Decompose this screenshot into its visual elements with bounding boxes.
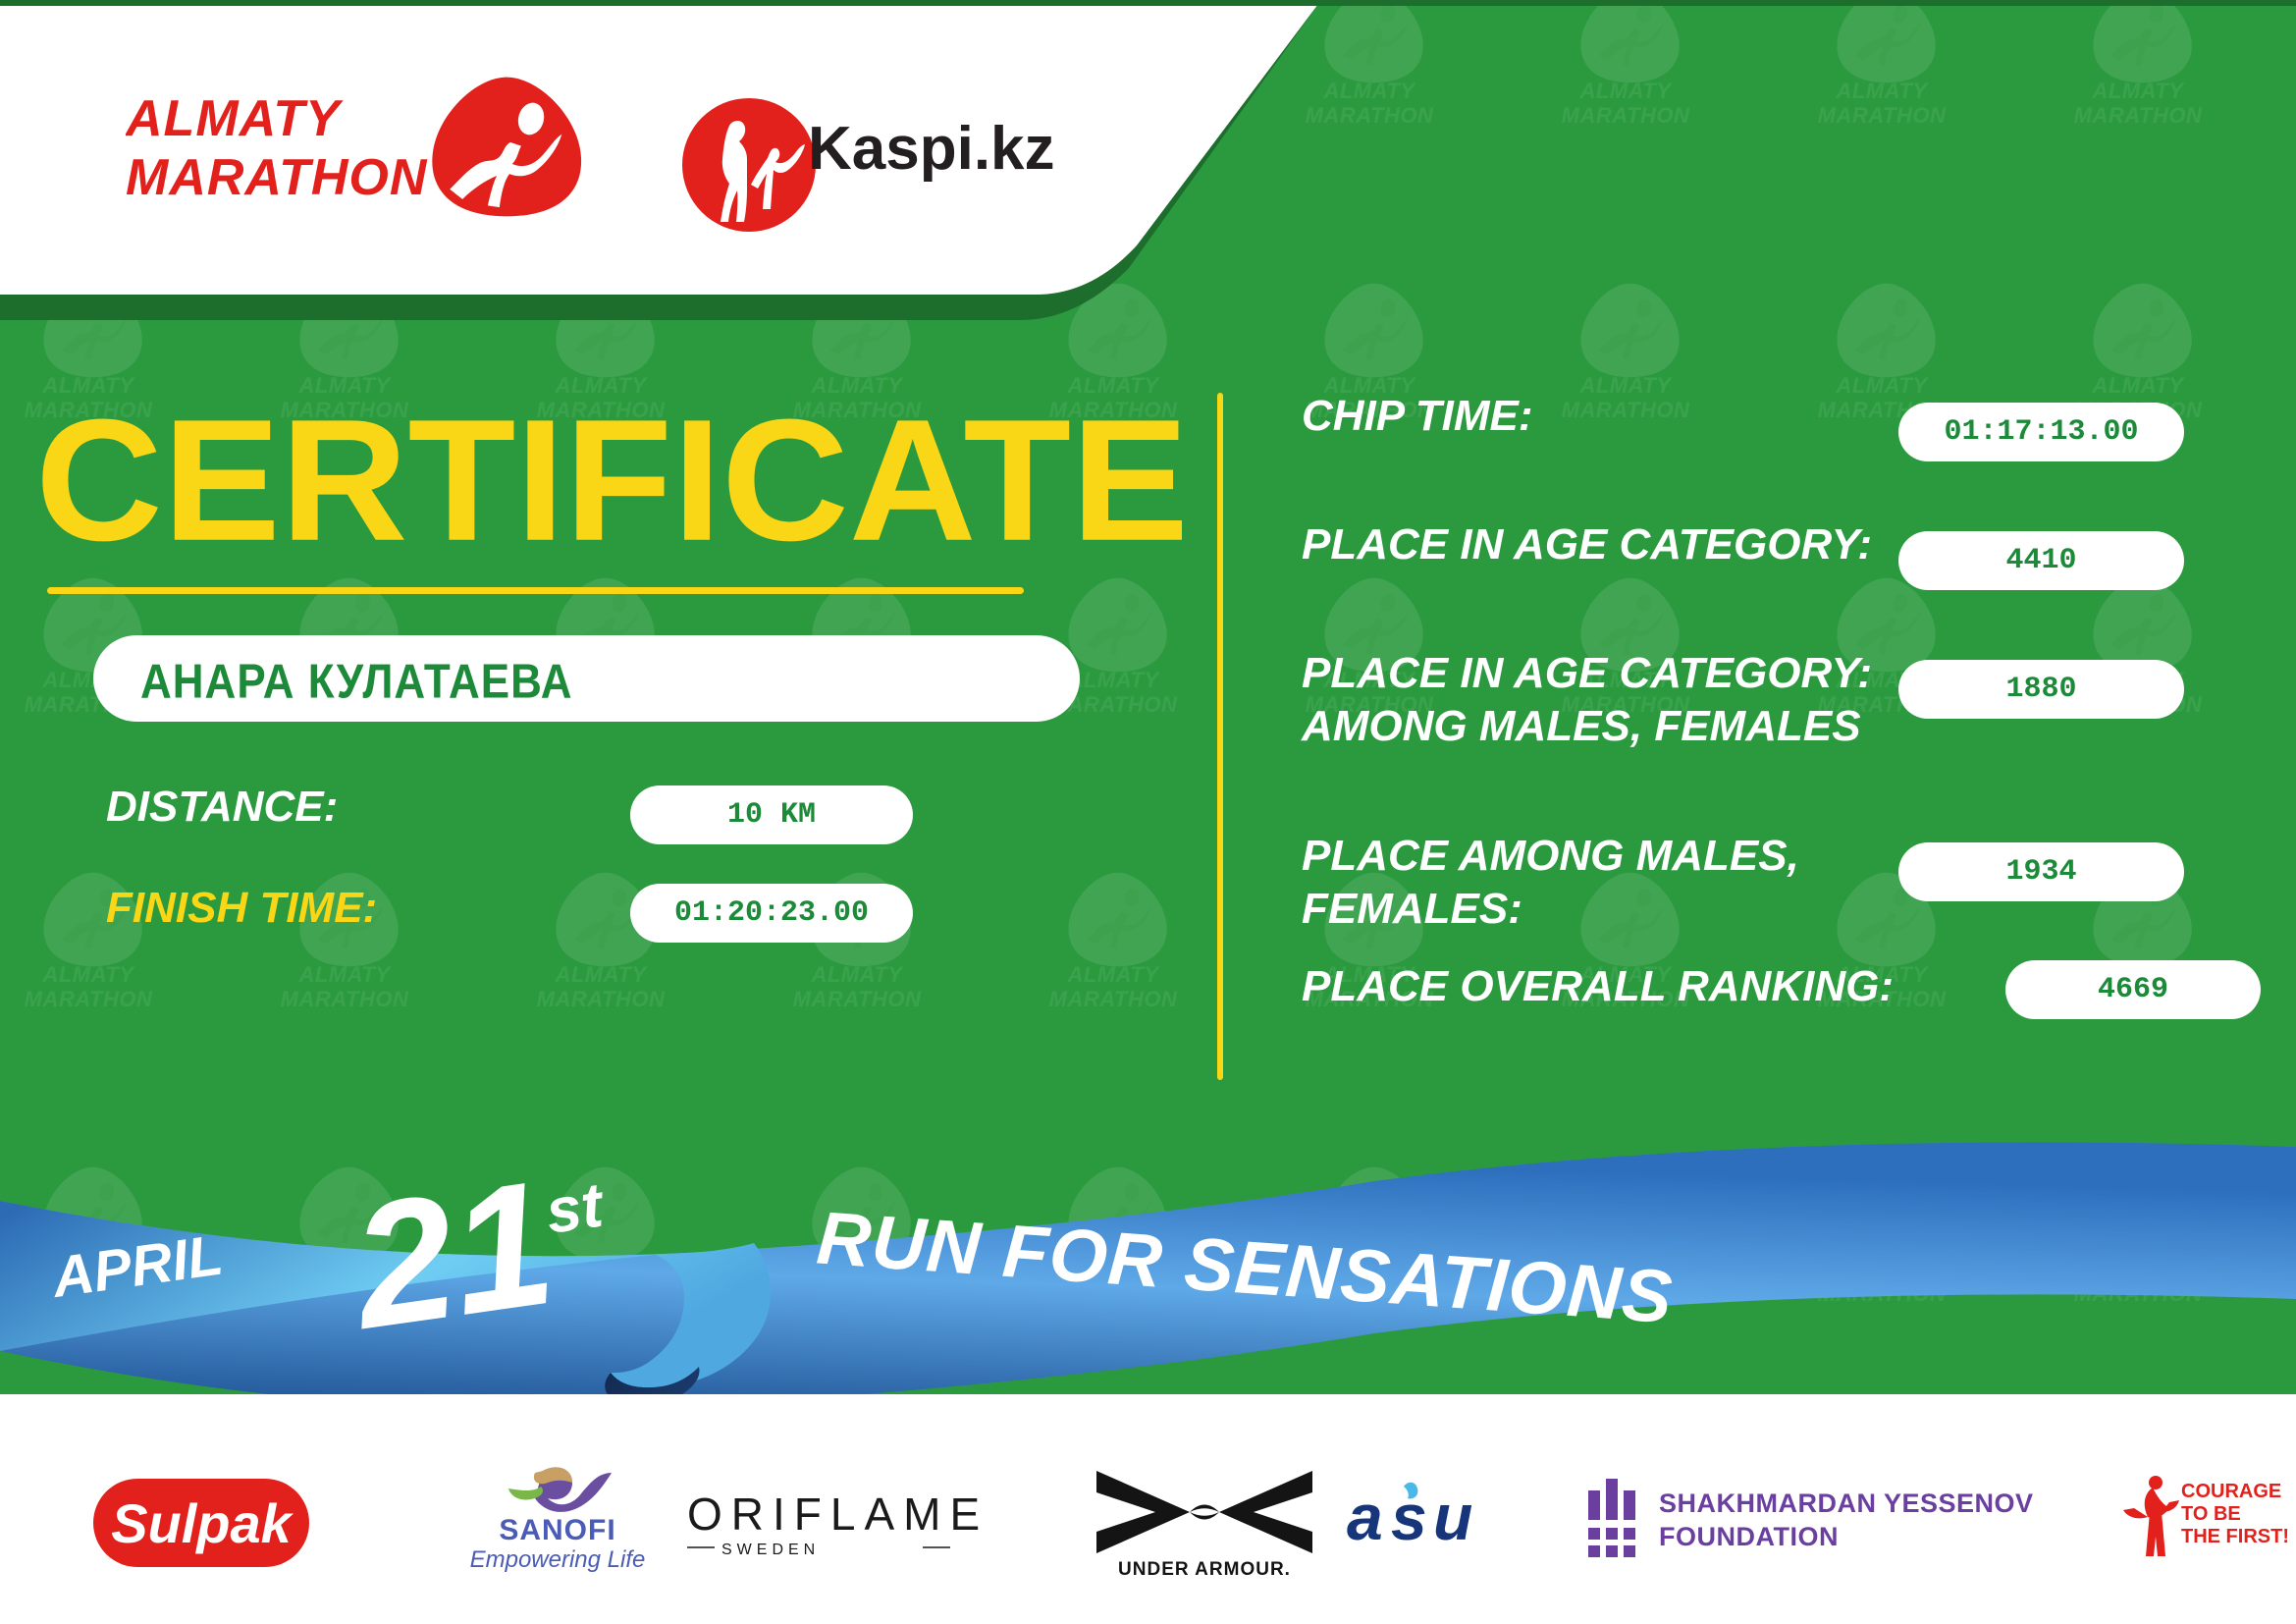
svg-text:SWEDEN: SWEDEN [721,1542,820,1558]
svg-text:THE FIRST!: THE FIRST! [2181,1526,2289,1547]
svg-text:a: a [1347,1481,1383,1553]
svg-text:TO BE: TO BE [2181,1503,2241,1525]
svg-text:SANOFI: SANOFI [499,1514,615,1546]
svg-text:UNDER ARMOUR.: UNDER ARMOUR. [1118,1559,1291,1580]
svg-text:Sulpak: Sulpak [111,1492,294,1554]
svg-text:COURAGE: COURAGE [2181,1481,2281,1502]
svg-text:FOUNDATION: FOUNDATION [1659,1522,1839,1551]
svg-text:Empowering Life: Empowering Life [470,1546,646,1573]
svg-text:ORIFLAME: ORIFLAME [687,1489,988,1540]
svg-text:u: u [1433,1481,1472,1553]
svg-text:MARATHON: MARATHON [126,149,428,206]
svg-text:SHAKHMARDAN YESSENOV: SHAKHMARDAN YESSENOV [1659,1489,2034,1518]
svg-text:ALMATY: ALMATY [126,90,344,147]
